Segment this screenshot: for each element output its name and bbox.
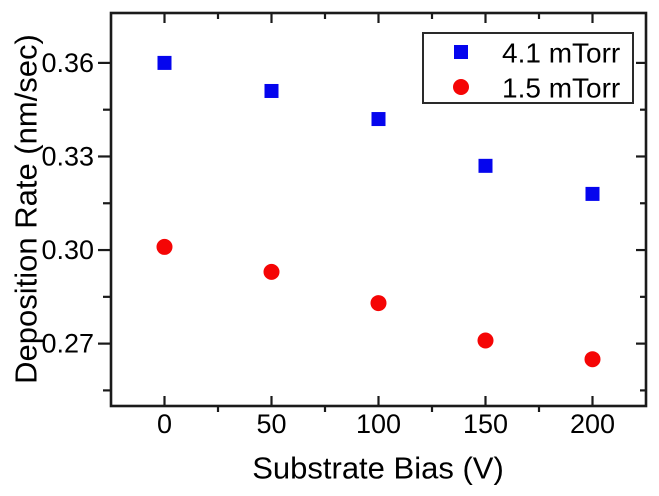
y-tick-label: 0.36	[41, 48, 94, 78]
data-point-circle-series-1	[263, 263, 280, 280]
y-tick-label: 0.33	[41, 141, 94, 171]
x-tick-label: 200	[570, 409, 615, 439]
axis-tick-labels: 0 50 100 150 200 0.36 0.33 0.30 0.27	[41, 48, 615, 439]
x-tick-label: 150	[463, 409, 508, 439]
data-point-square-series-0	[478, 158, 493, 173]
legend: 4.1 mTorr 1.5 mTorr	[422, 32, 634, 104]
data-point-square-series-0	[264, 83, 279, 98]
x-tick-label: 0	[157, 409, 172, 439]
data-point-square-series-0	[585, 186, 600, 201]
data-point-circle-series-1	[156, 238, 173, 255]
data-point-circle-series-1	[584, 351, 601, 368]
legend-circle-marker-icon	[453, 79, 469, 95]
y-axis-title: Deposition Rate (nm/sec)	[9, 34, 44, 384]
axis-ticks	[98, 13, 646, 412]
data-point-circle-series-1	[477, 332, 494, 349]
data-points	[156, 55, 601, 368]
data-point-circle-series-1	[370, 295, 387, 312]
x-axis-title: Substrate Bias (V)	[252, 451, 504, 486]
y-tick-label: 0.30	[41, 235, 94, 265]
y-tick-label: 0.27	[41, 329, 94, 359]
x-tick-label: 100	[356, 409, 401, 439]
x-tick-label: 50	[256, 409, 286, 439]
legend-square-marker-icon	[454, 45, 468, 59]
legend-label-series-0: 4.1 mTorr	[502, 38, 620, 69]
data-point-square-series-0	[371, 112, 386, 127]
legend-label-series-1: 1.5 mTorr	[502, 73, 620, 104]
data-point-square-series-0	[157, 55, 172, 70]
